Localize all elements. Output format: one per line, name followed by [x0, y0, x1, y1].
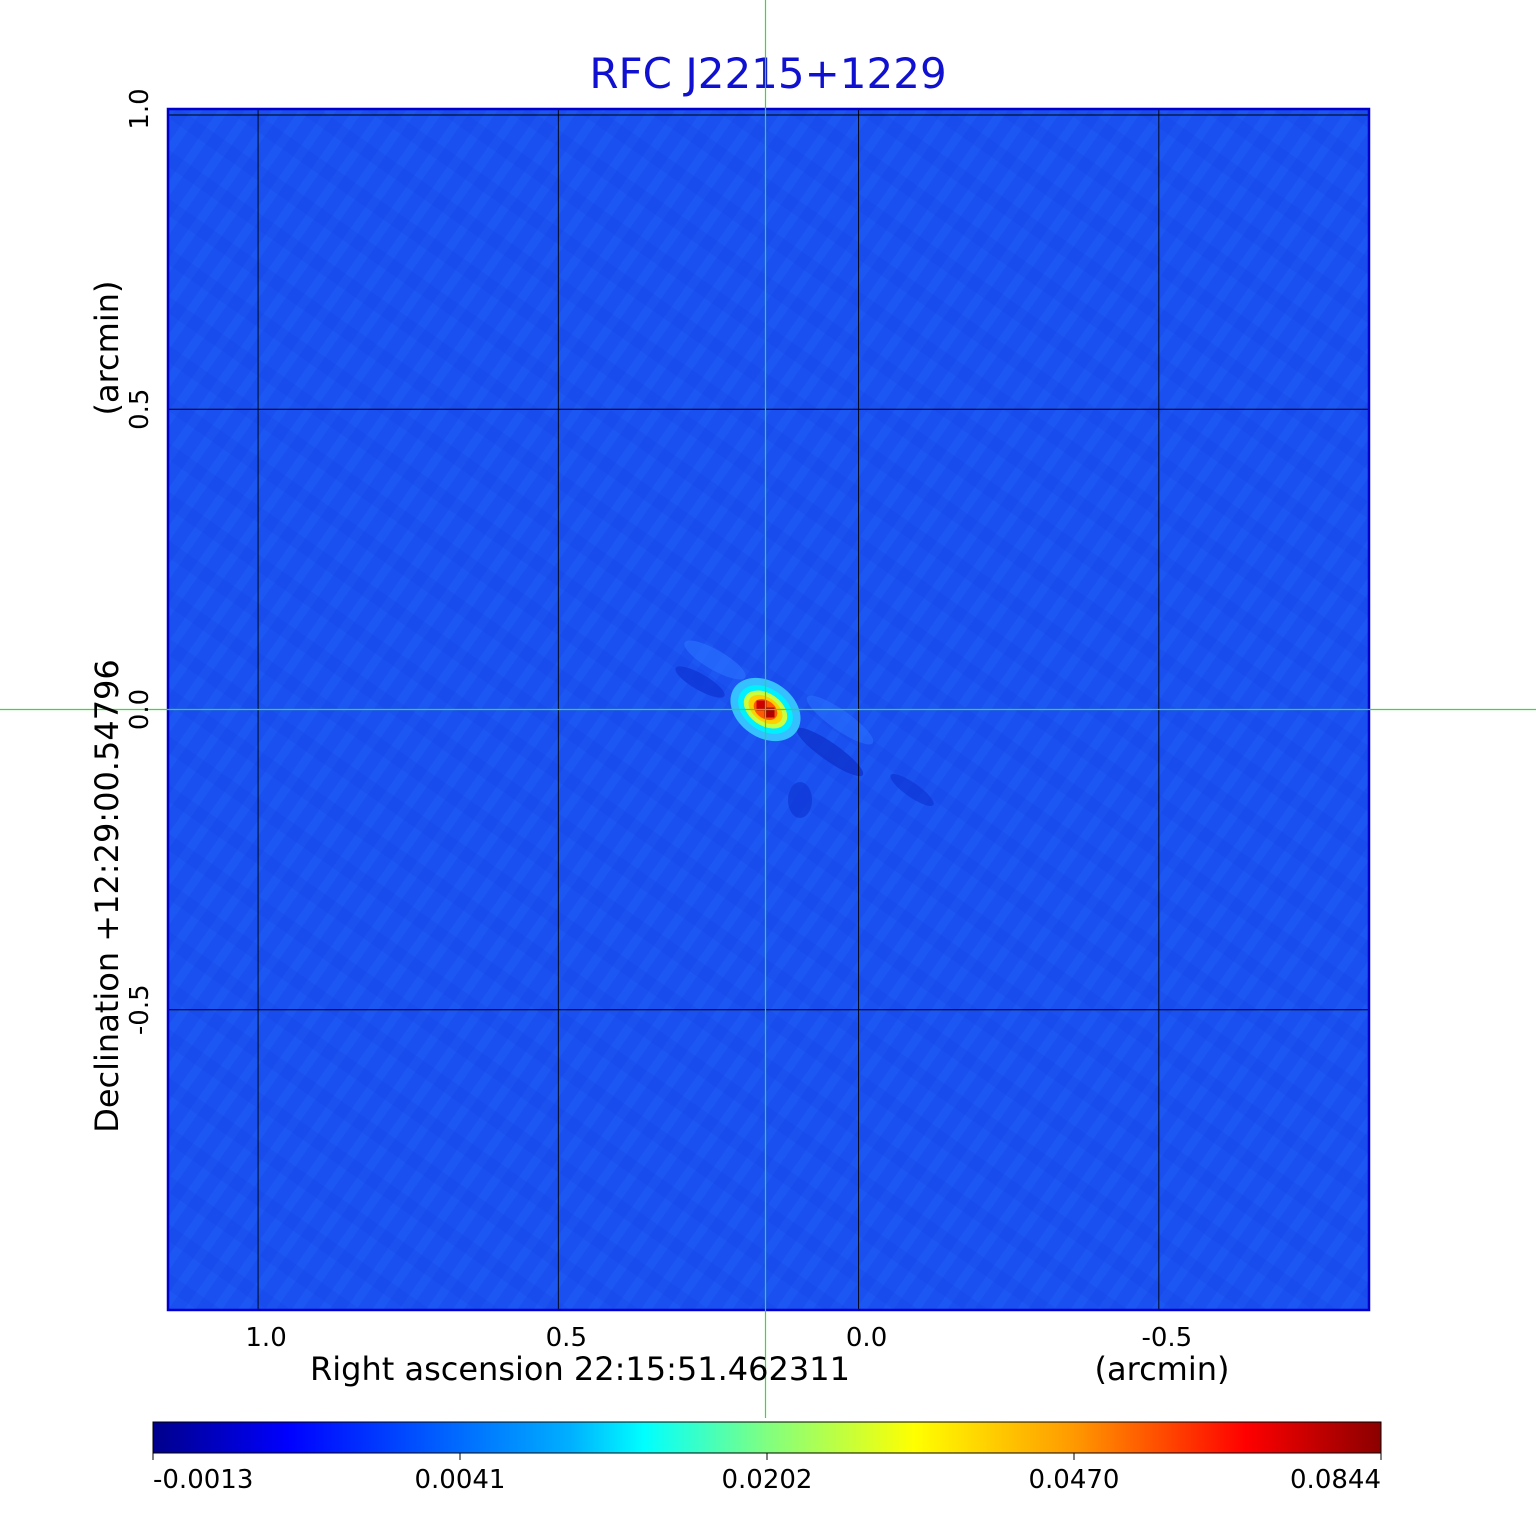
colorbar [152, 1421, 1382, 1454]
x-tick-labels: 1.0 0.5 0.0 -0.5 [245, 1323, 1192, 1353]
y-tick-labels: 1.0 0.5 0.0 -0.5 [125, 88, 155, 1035]
y-axis-label: Declination +12:29:00.54796 [88, 659, 126, 1133]
x-tick-label-1: 0.5 [546, 1323, 587, 1353]
colorbar-tick-label-1: 0.0041 [415, 1465, 506, 1495]
y-tick-label-0: 1.0 [125, 88, 155, 129]
chart-title: RFC J2215+1229 [589, 49, 946, 98]
x-axis-unit: (arcmin) [1095, 1350, 1230, 1388]
x-axis-label: Right ascension 22:15:51.462311 [310, 1350, 850, 1388]
x-tick-label-3: -0.5 [1141, 1323, 1192, 1353]
y-tick-label-3: -0.5 [125, 984, 155, 1035]
colorbar-tick-label-2: 0.0202 [722, 1465, 813, 1495]
colorbar-tick-labels: -0.0013 0.0041 0.0202 0.0470 0.0844 [152, 1453, 1382, 1495]
x-tick-label-2: 0.0 [846, 1323, 887, 1353]
colorbar-tick-label-4: 0.0844 [1290, 1465, 1381, 1495]
y-axis-unit: (arcmin) [88, 281, 126, 416]
y-tick-label-2: 0.0 [125, 689, 155, 730]
y-tick-label-1: 0.5 [125, 389, 155, 430]
sidelobes [675, 640, 934, 818]
colorbar-tick-label-0: -0.0013 [153, 1465, 253, 1495]
x-tick-label-0: 1.0 [245, 1323, 286, 1353]
colorbar-tick-label-3: 0.0470 [1029, 1465, 1120, 1495]
